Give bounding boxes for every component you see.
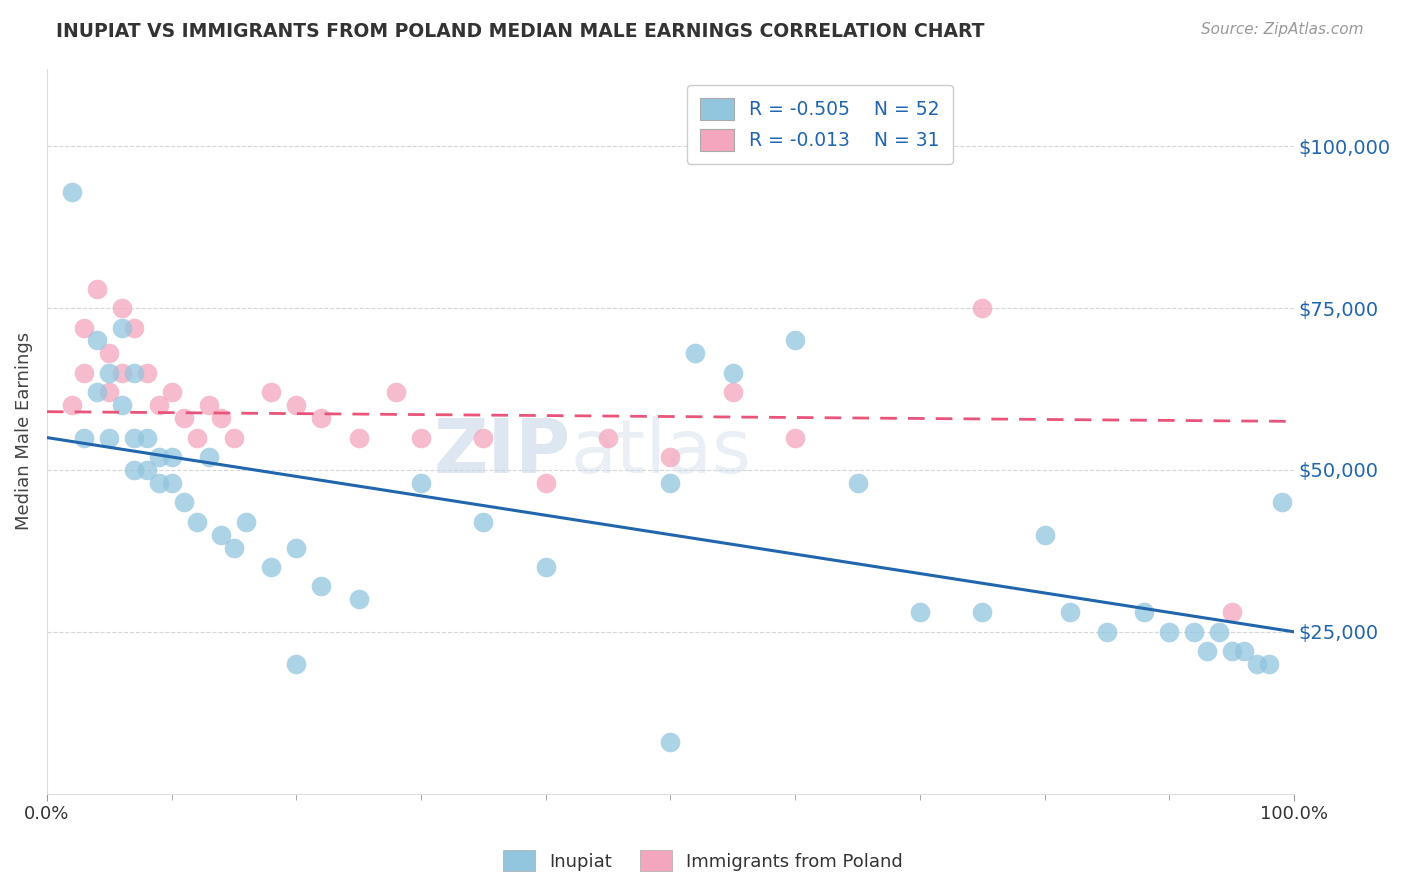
Point bbox=[222, 541, 245, 555]
Point bbox=[285, 541, 308, 555]
Point bbox=[659, 735, 682, 749]
Point bbox=[347, 592, 370, 607]
Point bbox=[211, 411, 233, 425]
Point bbox=[173, 495, 195, 509]
Text: Source: ZipAtlas.com: Source: ZipAtlas.com bbox=[1201, 22, 1364, 37]
Point bbox=[73, 366, 96, 380]
Point bbox=[1270, 495, 1292, 509]
Point bbox=[98, 366, 121, 380]
Point bbox=[1182, 624, 1205, 639]
Point bbox=[1195, 644, 1218, 658]
Point bbox=[721, 385, 744, 400]
Y-axis label: Median Male Earnings: Median Male Earnings bbox=[15, 332, 32, 530]
Legend: R = -0.505    N = 52, R = -0.013    N = 31: R = -0.505 N = 52, R = -0.013 N = 31 bbox=[688, 85, 953, 164]
Point bbox=[285, 398, 308, 412]
Point bbox=[160, 450, 183, 464]
Point bbox=[1095, 624, 1118, 639]
Point bbox=[659, 475, 682, 490]
Point bbox=[98, 346, 121, 360]
Point bbox=[86, 334, 108, 348]
Point bbox=[285, 657, 308, 672]
Point bbox=[160, 385, 183, 400]
Point bbox=[135, 366, 157, 380]
Point bbox=[908, 606, 931, 620]
Point bbox=[534, 475, 557, 490]
Point bbox=[186, 431, 208, 445]
Point bbox=[309, 411, 332, 425]
Point bbox=[385, 385, 408, 400]
Point bbox=[1258, 657, 1281, 672]
Point bbox=[260, 560, 283, 574]
Point bbox=[60, 185, 83, 199]
Point bbox=[534, 560, 557, 574]
Point bbox=[235, 515, 257, 529]
Point bbox=[472, 431, 495, 445]
Point bbox=[111, 320, 134, 334]
Point bbox=[122, 431, 145, 445]
Point bbox=[409, 431, 432, 445]
Point bbox=[222, 431, 245, 445]
Point bbox=[1233, 644, 1256, 658]
Point bbox=[1159, 624, 1181, 639]
Point bbox=[1246, 657, 1268, 672]
Point bbox=[972, 606, 994, 620]
Point bbox=[135, 463, 157, 477]
Point bbox=[598, 431, 620, 445]
Point bbox=[721, 366, 744, 380]
Text: ZIP: ZIP bbox=[433, 417, 571, 490]
Point bbox=[73, 431, 96, 445]
Point bbox=[98, 385, 121, 400]
Text: INUPIAT VS IMMIGRANTS FROM POLAND MEDIAN MALE EARNINGS CORRELATION CHART: INUPIAT VS IMMIGRANTS FROM POLAND MEDIAN… bbox=[56, 22, 984, 41]
Point bbox=[135, 431, 157, 445]
Point bbox=[1133, 606, 1156, 620]
Point bbox=[173, 411, 195, 425]
Point bbox=[122, 320, 145, 334]
Point bbox=[685, 346, 707, 360]
Legend: Inupiat, Immigrants from Poland: Inupiat, Immigrants from Poland bbox=[495, 843, 911, 879]
Point bbox=[1220, 644, 1243, 658]
Point bbox=[309, 579, 332, 593]
Point bbox=[785, 334, 807, 348]
Point bbox=[211, 527, 233, 541]
Point bbox=[260, 385, 283, 400]
Point bbox=[972, 301, 994, 315]
Point bbox=[160, 475, 183, 490]
Point bbox=[1208, 624, 1230, 639]
Point bbox=[347, 431, 370, 445]
Point bbox=[111, 398, 134, 412]
Point bbox=[148, 450, 170, 464]
Point bbox=[73, 320, 96, 334]
Point bbox=[122, 366, 145, 380]
Point bbox=[148, 398, 170, 412]
Point bbox=[785, 431, 807, 445]
Point bbox=[198, 398, 221, 412]
Point bbox=[60, 398, 83, 412]
Point bbox=[111, 301, 134, 315]
Point bbox=[98, 431, 121, 445]
Point bbox=[1220, 606, 1243, 620]
Point bbox=[186, 515, 208, 529]
Point bbox=[846, 475, 869, 490]
Point bbox=[472, 515, 495, 529]
Point bbox=[1059, 606, 1081, 620]
Point bbox=[659, 450, 682, 464]
Point bbox=[111, 366, 134, 380]
Point bbox=[122, 463, 145, 477]
Point bbox=[409, 475, 432, 490]
Point bbox=[86, 282, 108, 296]
Point bbox=[1033, 527, 1056, 541]
Point bbox=[86, 385, 108, 400]
Text: atlas: atlas bbox=[571, 417, 752, 490]
Point bbox=[198, 450, 221, 464]
Point bbox=[148, 475, 170, 490]
